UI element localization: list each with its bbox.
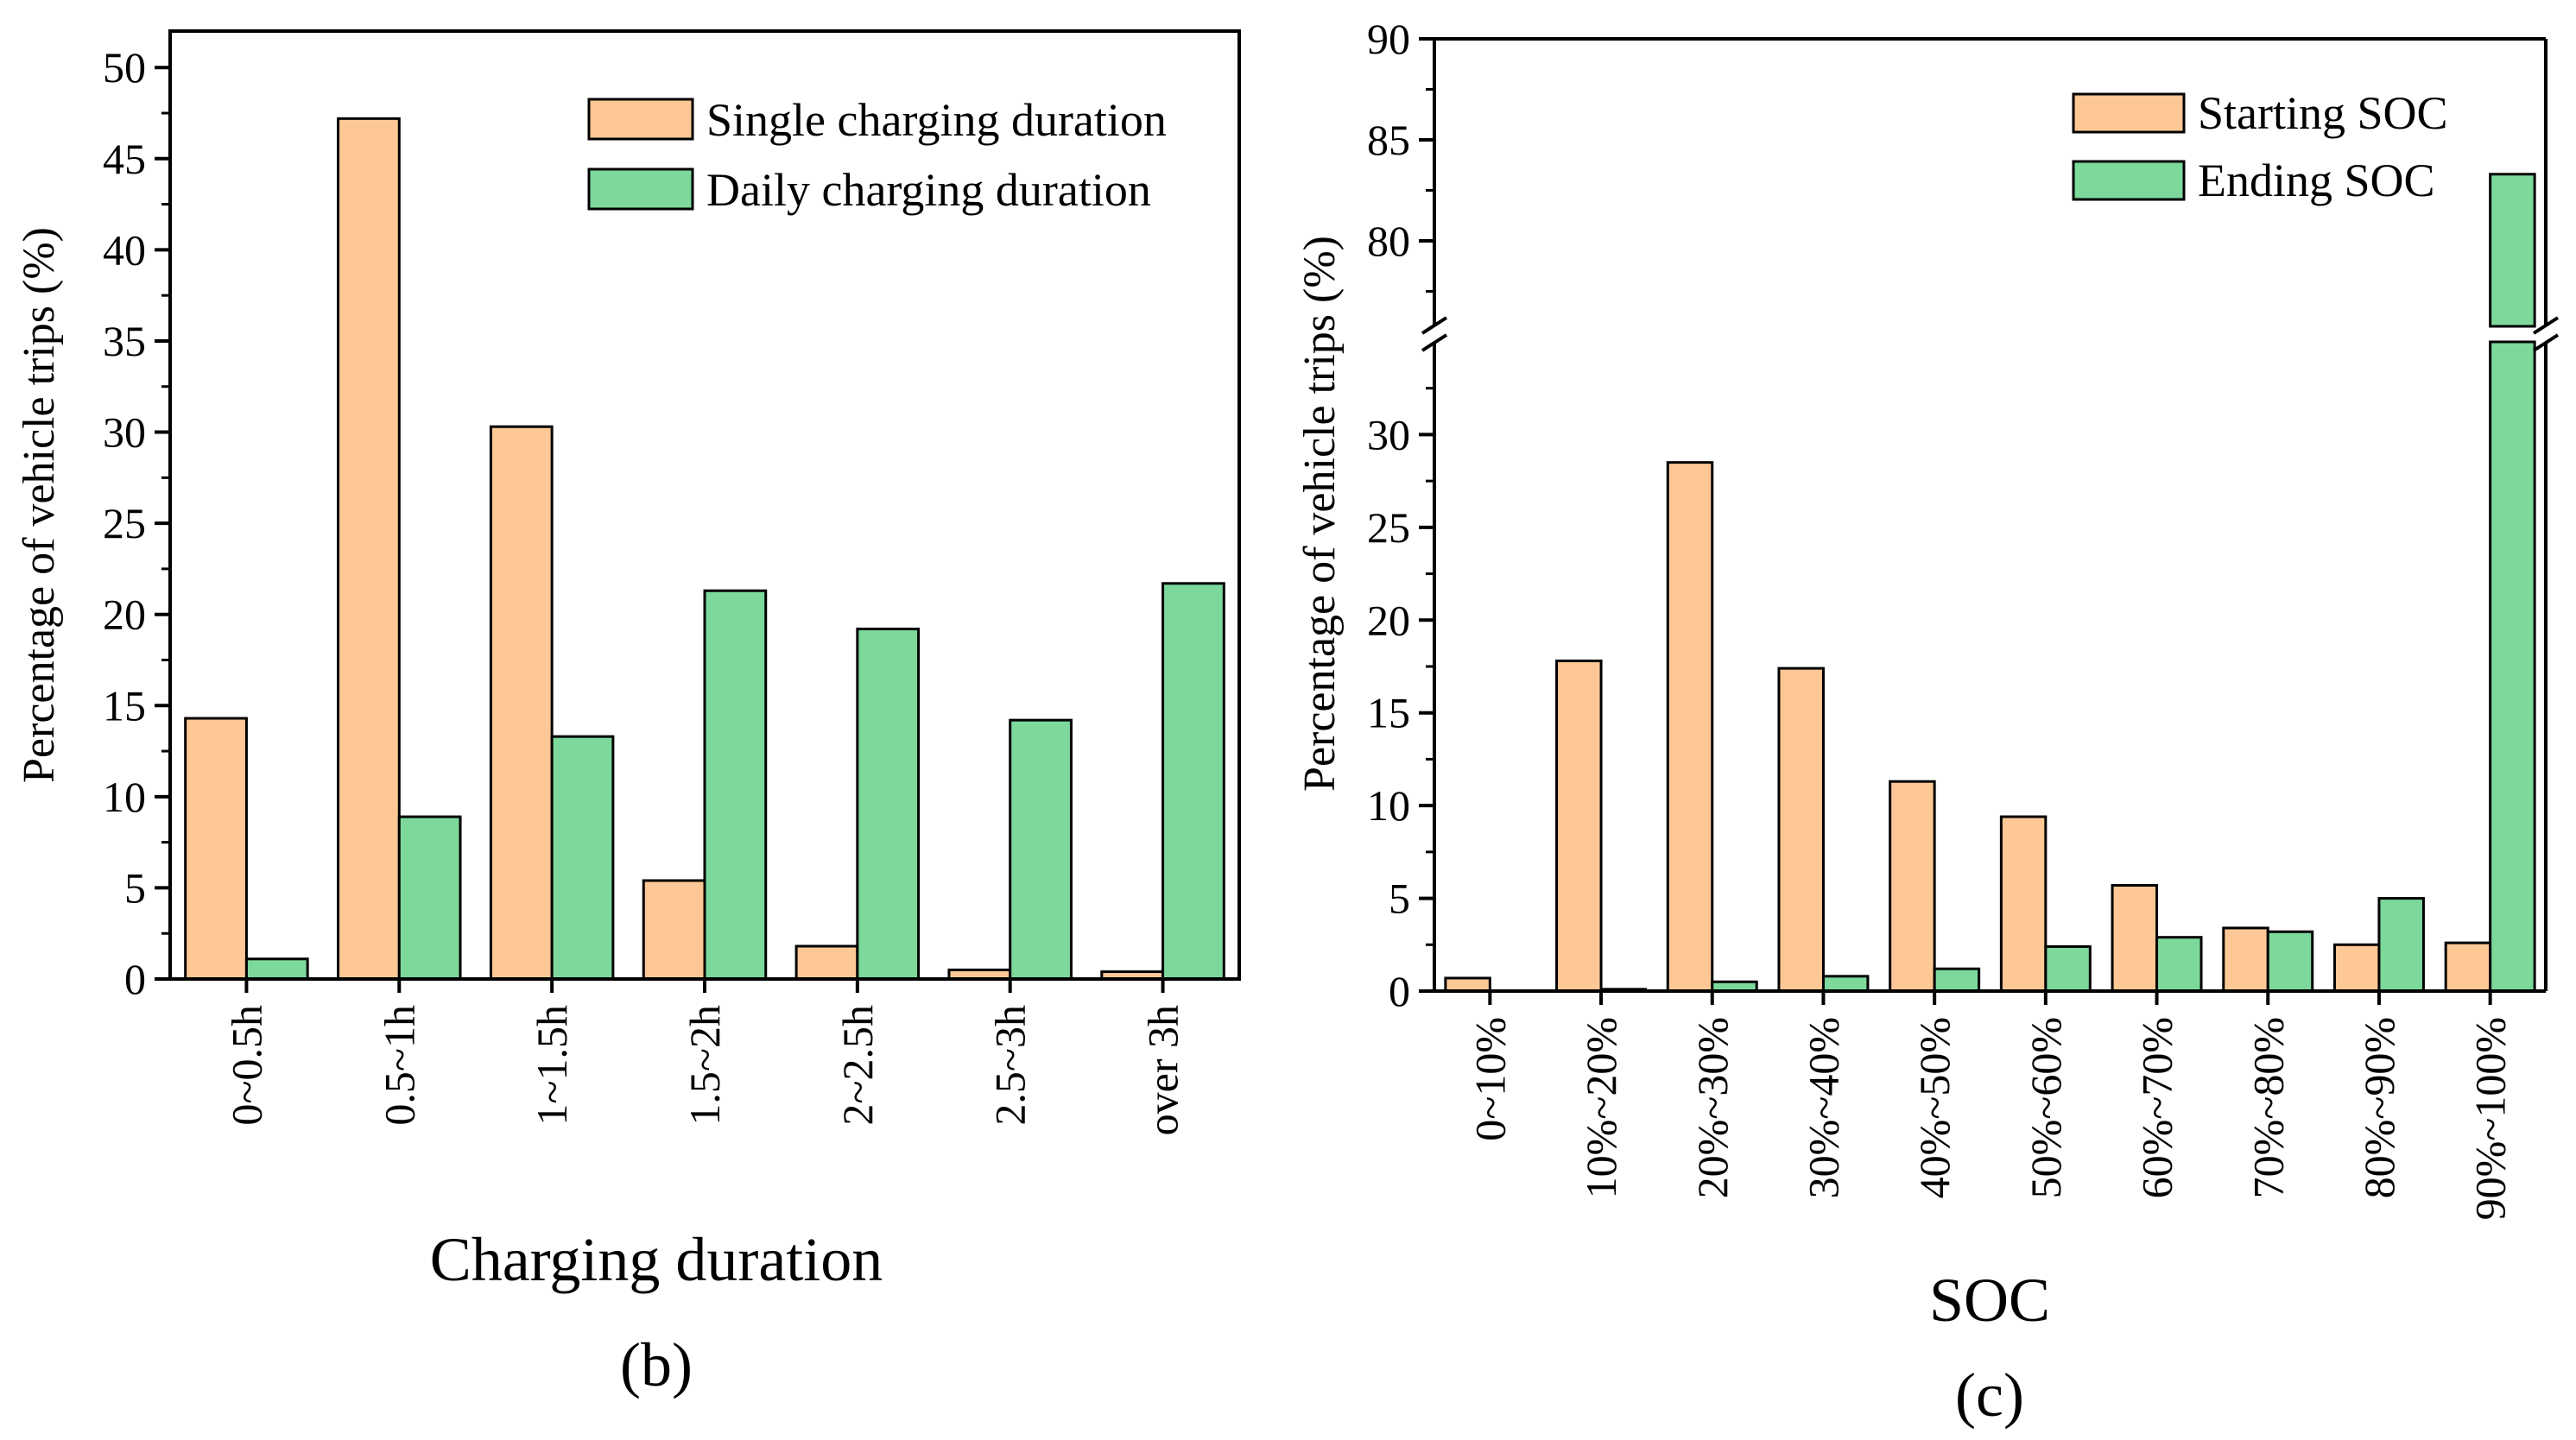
b-y-tick-label: 10 [103,773,146,821]
b-x-tick-label: 0.5~1h [375,1005,423,1126]
b-bar-single-3 [642,879,706,981]
b-y-tick-label: 0 [124,955,146,1003]
b-bar-daily-2 [550,735,615,981]
b-y-tick-label: 50 [103,43,146,92]
c-x-tick-label: 80%~90% [2355,1017,2403,1198]
c-y-tick-label: 10 [1367,781,1410,830]
b-bars [184,117,1225,981]
c-x-tick-label: 0~10% [1465,1017,1514,1141]
b-y-tick-label: 35 [103,317,146,365]
c-bar-starting-9 [2444,941,2492,993]
b-y-tick-label: 20 [103,591,146,639]
c-legend: Starting SOC Ending SOC [2072,87,2448,206]
b-y-tick-label: 5 [124,863,146,912]
c-x-tick-label: 40%~50% [1910,1017,1959,1198]
b-x-tick-label: 2.5~3h [986,1005,1035,1126]
c-bar-ending-8 [2377,897,2425,993]
c-y-tick-label: 15 [1367,689,1410,737]
c-bar-starting-7 [2222,926,2269,993]
c-bar-ending-9-lower [2489,340,2536,993]
b-y-tick-label: 40 [103,225,146,274]
c-y-tick-label: 85 [1367,116,1410,164]
c-legend-swatch-starting [2072,92,2186,134]
b-y-tick-label: 30 [103,408,146,457]
c-y-tick-label: 20 [1367,596,1410,644]
b-legend-swatch-single [587,98,694,141]
chart-panel-c: 0 5 10 15 20 25 30 80 85 90 0~10% 10%~20% 20%~30% 30… [1295,15,2560,1430]
b-x-axis: 0~0.5h 0.5~1h 1~1.5h 1.5~2h 2~2.5h 2.5~3h over… [222,979,1187,1135]
b-bar-single-2 [489,425,554,981]
c-bar-starting-3 [1777,666,1825,993]
b-bar-daily-4 [856,628,921,981]
chart-panel-b: 0 5 10 15 20 25 30 35 40 45 50 0~0.5h 0.5~1h 1~1.5h 1… [15,29,1241,1399]
c-bar-ending-3 [1821,975,1870,993]
c-bar-starting-6 [2111,884,2159,993]
b-legend-swatch-daily [587,167,694,211]
b-bar-daily-3 [703,589,768,981]
b-y-tick-label: 45 [103,135,146,183]
c-legend-label-starting: Starting SOC [2198,87,2448,139]
c-x-tick-label: 50%~60% [2022,1017,2070,1198]
c-x-tick-label: 30%~40% [1799,1017,1847,1198]
b-legend: Single charging duration Daily charging … [587,94,1167,216]
b-bar-daily-6 [1161,582,1225,981]
c-bar-starting-2 [1666,461,1714,993]
b-y-axis: 0 5 10 15 20 25 30 35 40 45 50 [103,43,170,1003]
c-bar-starting-8 [2332,943,2381,993]
c-bar-starting-1 [1555,660,1603,993]
b-y-tick-label: 15 [103,681,146,729]
b-x-axis-title: Charging duration [430,1225,883,1294]
c-bar-ending-7 [2266,930,2314,993]
c-axis-break-marks [1421,316,2560,352]
c-x-tick-label: 90%~100% [2466,1017,2515,1220]
c-x-tick-label: 10%~20% [1577,1017,1625,1198]
c-y-tick-label: 0 [1389,967,1410,1015]
c-y-tick-label: 90 [1367,15,1410,63]
b-y-axis-title: Percentage of vehicle trips (%) [15,227,64,783]
c-bar-starting-5 [1999,815,2048,993]
c-y-axis-title: Percentage of vehicle trips (%) [1295,236,1345,792]
c-x-tick-label: 60%~70% [2133,1017,2181,1198]
b-bar-daily-0 [244,957,309,981]
c-y-tick-label: 25 [1367,503,1410,552]
b-panel-label: (b) [620,1330,693,1399]
c-bar-starting-4 [1889,780,1936,993]
c-x-tick-label: 20%~30% [1688,1017,1737,1198]
c-bar-ending-5 [2044,944,2092,993]
c-y-tick-label: 80 [1367,217,1410,265]
c-legend-label-ending: Ending SOC [2198,155,2435,206]
b-legend-label-daily: Daily charging duration [706,164,1151,216]
b-x-tick-label: 0~0.5h [222,1005,270,1126]
c-bar-ending-6 [2155,936,2203,993]
b-bar-single-4 [794,944,859,981]
c-bar-ending-4 [1933,967,1981,993]
c-x-tick-label: 70%~80% [2244,1017,2292,1198]
c-y-tick-label: 30 [1367,410,1410,458]
c-bar-ending-9 [2489,173,2536,328]
b-x-tick-label: 2~2.5h [833,1005,882,1126]
c-y-tick-label: 5 [1389,875,1410,923]
c-x-axis: 0~10% 10%~20% 20%~30% 30%~40% 40%~50% 50%~60%… [1465,991,2515,1220]
c-x-axis-title: SOC [1929,1266,2050,1335]
b-y-tick-label: 25 [103,499,146,547]
c-bar-starting-0 [1444,976,1491,993]
b-x-tick-label: 1~1.5h [528,1005,576,1126]
b-bar-daily-5 [1009,718,1073,981]
c-panel-label: (c) [1955,1361,2024,1430]
b-bar-single-1 [337,117,401,981]
c-legend-swatch-ending [2072,160,2186,201]
c-bars [1444,173,2536,993]
b-x-tick-label: 1.5~2h [680,1005,729,1126]
b-x-tick-label: over 3h [1139,1005,1187,1135]
b-legend-label-single: Single charging duration [706,94,1167,146]
b-bar-daily-1 [397,815,462,981]
b-bar-single-0 [184,717,248,981]
c-y-axis: 0 5 10 15 20 25 30 80 85 90 [1367,15,1434,1015]
